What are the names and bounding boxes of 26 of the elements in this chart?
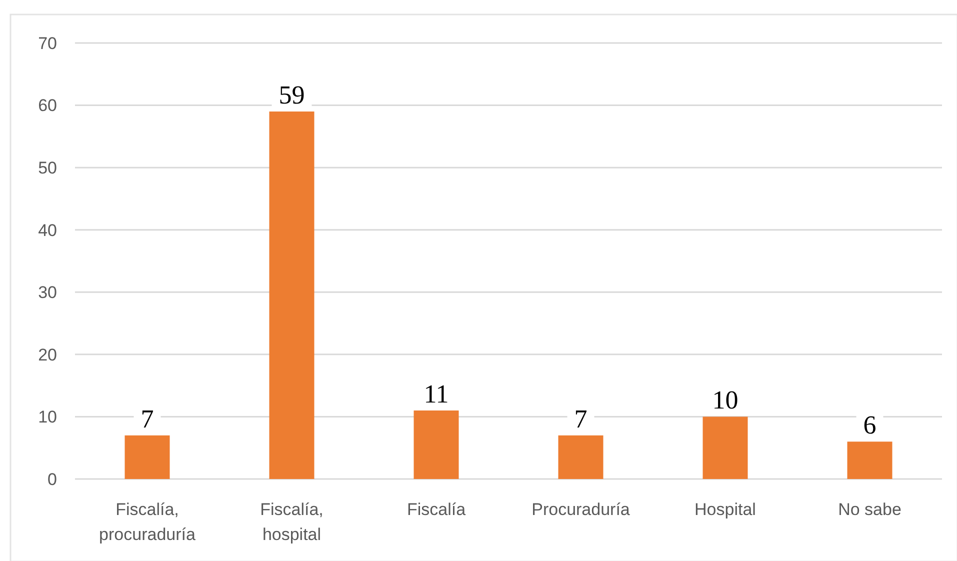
y-tick-label: 30 [38,283,57,302]
bar [124,435,170,479]
y-tick-label: 50 [38,158,57,178]
y-tick-label: 70 [38,34,57,53]
data-label: 7 [574,404,588,434]
x-tick-label: Fiscalía, hospital [260,500,324,544]
data-label: 59 [278,80,305,110]
y-tick-label: 20 [38,345,57,364]
x-tick-label: Fiscalía, procuraduría [99,500,196,544]
bar [702,416,748,479]
x-tick-label: Fiscalía [406,500,466,519]
bar [847,442,892,479]
y-tick-label: 40 [38,220,57,240]
bar [414,410,459,479]
y-tick-label: 0 [48,470,57,489]
data-label: 10 [712,386,738,415]
data-label: 11 [424,379,449,408]
x-tick-label: No sabe [838,500,902,519]
data-label: 6 [863,410,876,440]
y-tick-label: 60 [38,96,57,116]
y-tick-label: 10 [38,408,57,427]
x-tick-label: Procuraduría [532,500,630,519]
bar [558,435,604,479]
x-tick-label: Hospital [694,500,756,519]
data-label: 7 [140,404,154,434]
bar [269,112,314,479]
